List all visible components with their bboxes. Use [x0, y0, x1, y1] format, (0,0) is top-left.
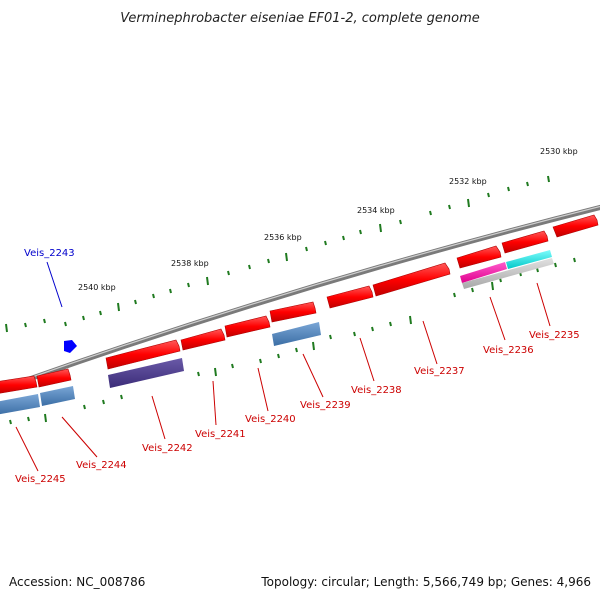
gene-arrow-veis-2242[interactable] [105, 339, 181, 370]
gene-label[interactable]: Veis_2238 [351, 385, 402, 396]
leader-line [536, 282, 551, 327]
leader-line [15, 426, 39, 472]
leader-line [61, 416, 98, 458]
tick-labels: 2530 kbp 2532 kbp 2534 kbp 2536 kbp 2538… [78, 147, 578, 292]
gene-label[interactable]: Veis_2241 [195, 429, 246, 440]
outer-tick-ring [5, 175, 550, 333]
tick-label: 2538 kbp [171, 259, 209, 268]
gene-arrow-veis-2239[interactable] [269, 301, 317, 323]
feature-bar-steelblue-2239[interactable] [272, 322, 321, 346]
genome-backbone [0, 204, 600, 393]
gene-label[interactable]: Veis_2240 [245, 414, 296, 425]
page-title: Verminephrobacter eiseniae EF01-2, compl… [120, 11, 479, 26]
accession-text: Accession: NC_008786 [9, 575, 145, 589]
inner-tick-ring [9, 257, 576, 425]
gene-label[interactable]: Veis_2235 [529, 330, 580, 341]
feature-bar-steelblue-2245[interactable] [0, 394, 40, 415]
genome-summary-text: Topology: circular; Length: 5,566,749 bp… [260, 575, 591, 589]
feature-bar-steelblue-2244[interactable] [40, 386, 75, 406]
tick-label: 2532 kbp [449, 177, 487, 186]
leader-line [302, 353, 324, 398]
gene-arrow-veis-2240[interactable] [224, 315, 271, 338]
tick-label: 2534 kbp [357, 206, 395, 215]
leader-line-blue [46, 261, 63, 308]
leader-line [359, 337, 375, 382]
gene-marker-veis-2243[interactable] [64, 340, 77, 353]
tick-label: 2540 kbp [78, 283, 116, 292]
gene-label[interactable]: Veis_2236 [483, 345, 534, 356]
gene-label[interactable]: Veis_2242 [142, 443, 193, 454]
leader-line [422, 320, 438, 365]
tick-label: 2530 kbp [540, 147, 578, 156]
feature-bars [0, 250, 554, 415]
forward-genes [0, 214, 599, 394]
gene-label[interactable]: Veis_2239 [300, 400, 351, 411]
gene-label[interactable]: Veis_2244 [76, 460, 127, 471]
gene-arrow-veis-2238-a[interactable] [372, 262, 451, 297]
gene-labels: Veis_2235 Veis_2236 Veis_2237 Veis_2238 … [15, 248, 580, 485]
gene-arrow-veis-2241[interactable] [180, 328, 226, 351]
feature-bar-cyan[interactable] [506, 250, 552, 269]
tick-label: 2536 kbp [264, 233, 302, 242]
gene-label[interactable]: Veis_2237 [414, 366, 465, 377]
gene-arrow-veis-2244[interactable] [36, 368, 72, 388]
gene-arrow-veis-2236[interactable] [501, 230, 549, 254]
leader-line [212, 380, 217, 426]
gene-label[interactable]: Veis_2243 [24, 248, 75, 259]
feature-bar-magenta[interactable] [460, 262, 507, 283]
feature-bar-gray[interactable] [462, 258, 554, 289]
leader-line [151, 395, 166, 440]
gene-arrow-veis-2237[interactable] [456, 245, 502, 269]
gene-arrow-veis-2235[interactable] [552, 214, 599, 238]
genome-backbone-highlight [0, 205, 600, 390]
leader-line [257, 367, 269, 412]
leader-lines [15, 282, 551, 472]
gene-label[interactable]: Veis_2245 [15, 474, 66, 485]
gene-arrow-veis-2245[interactable] [0, 375, 38, 394]
gene-arrow-veis-2238-b[interactable] [326, 285, 374, 309]
feature-bar-indigo-2242[interactable] [108, 358, 184, 388]
leader-line [489, 296, 506, 341]
